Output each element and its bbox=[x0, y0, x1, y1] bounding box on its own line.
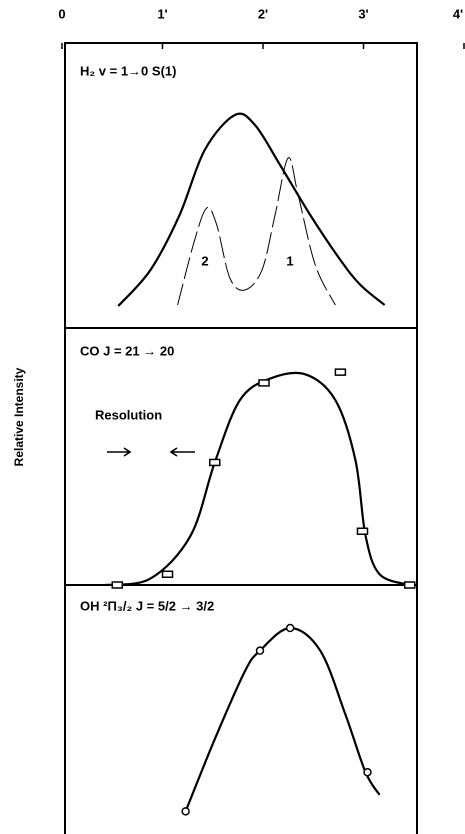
panel-frame bbox=[64, 42, 418, 329]
line bbox=[184, 626, 381, 812]
x-tick-label: 1' bbox=[157, 6, 167, 21]
data-point bbox=[258, 379, 270, 387]
resolution-arrows bbox=[107, 447, 195, 457]
line bbox=[177, 157, 336, 306]
panel-frame bbox=[64, 585, 418, 834]
annotation: 1 bbox=[286, 253, 293, 268]
annotation: Resolution bbox=[95, 407, 162, 422]
line bbox=[117, 112, 386, 307]
x-tick-label: 3' bbox=[358, 6, 368, 21]
y-axis-label: Relative Intensity bbox=[12, 367, 26, 466]
data-point bbox=[111, 581, 124, 589]
x-tick-label: 2' bbox=[258, 6, 268, 21]
panel-title: OH ²Π₃/₂ J = 5/2 → 3/2 bbox=[80, 598, 214, 613]
data-point bbox=[356, 527, 369, 535]
panel-title: H₂ v = 1→0 S(1) bbox=[80, 63, 176, 78]
data-point bbox=[334, 368, 347, 376]
panel-title: CO J = 21 → 20 bbox=[80, 343, 174, 358]
x-tick-label: 4' bbox=[453, 6, 463, 21]
data-point bbox=[403, 581, 416, 589]
data-point bbox=[209, 458, 221, 467]
data-point bbox=[181, 807, 190, 816]
data-point bbox=[255, 646, 265, 655]
data-point bbox=[285, 623, 295, 633]
data-point bbox=[161, 570, 174, 578]
x-tick-label: 0 bbox=[58, 6, 65, 21]
panel-frame bbox=[64, 327, 418, 586]
data-point bbox=[363, 767, 372, 777]
line bbox=[105, 371, 411, 587]
annotation: 2 bbox=[201, 253, 208, 268]
